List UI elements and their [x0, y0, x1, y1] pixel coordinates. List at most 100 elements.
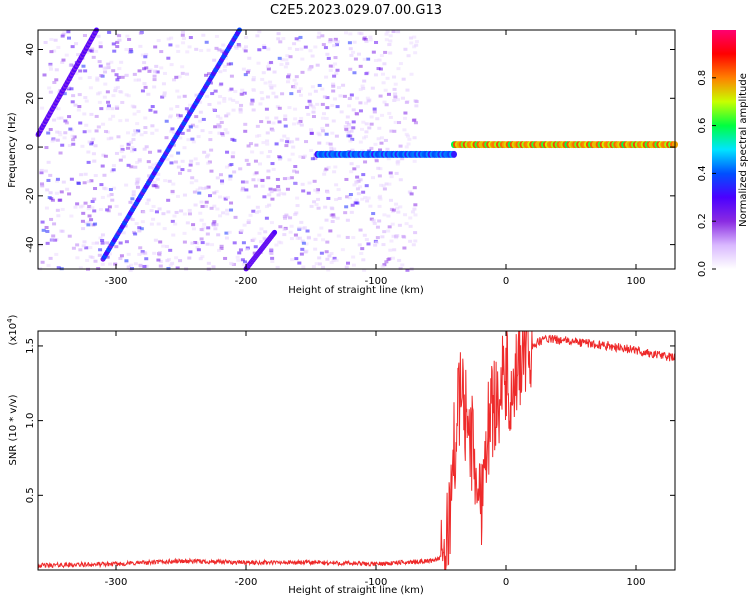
noise-cell [335, 40, 340, 44]
noise-cell [251, 89, 256, 93]
noise-cell [280, 58, 285, 62]
noise-cell [326, 268, 331, 272]
noise-cell [274, 95, 279, 99]
noise-cell [304, 140, 309, 144]
noise-cell [194, 47, 199, 51]
noise-cell [180, 168, 185, 172]
noise-cell [67, 192, 72, 196]
noise-cell [45, 188, 50, 192]
noise-cell [364, 39, 369, 43]
noise-cell [225, 150, 230, 154]
noise-cell [344, 127, 349, 131]
noise-cell [58, 133, 63, 137]
noise-cell [239, 229, 244, 233]
noise-cell [187, 169, 192, 173]
noise-cell [39, 171, 44, 175]
noise-cell [184, 107, 189, 111]
noise-cell [359, 251, 364, 255]
noise-cell [142, 61, 147, 65]
noise-cell [364, 130, 369, 134]
noise-cell [412, 45, 417, 49]
noise-cell [184, 72, 189, 76]
noise-cell [293, 117, 298, 121]
noise-cell [241, 67, 246, 71]
y-tick-label: 20 [25, 92, 36, 105]
noise-cell [300, 239, 305, 243]
noise-cell [176, 165, 181, 169]
noise-cell [93, 187, 98, 191]
noise-cell [52, 138, 57, 142]
noise-cell [218, 116, 223, 120]
noise-cell [162, 93, 167, 97]
noise-cell [43, 40, 48, 44]
noise-cell [310, 85, 315, 89]
noise-cell [163, 179, 168, 183]
noise-cell [92, 209, 97, 213]
noise-cell [223, 56, 228, 60]
noise-cell [115, 85, 120, 89]
noise-cell [218, 214, 223, 218]
noise-cell [352, 71, 357, 75]
noise-cell [260, 77, 265, 81]
noise-cell [133, 165, 138, 169]
noise-cell [381, 243, 386, 247]
noise-cell [276, 185, 281, 189]
noise-cell [89, 179, 94, 183]
noise-cell [286, 80, 291, 84]
noise-cell [152, 166, 157, 170]
noise-cell [154, 128, 159, 132]
noise-cell [154, 64, 159, 68]
noise-cell [225, 212, 230, 216]
noise-cell [242, 223, 247, 227]
noise-cell [115, 40, 120, 44]
noise-cell [267, 203, 272, 207]
noise-cell [259, 240, 264, 244]
noise-cell [283, 117, 288, 121]
noise-cell [100, 241, 105, 245]
noise-cell [257, 178, 262, 182]
noise-cell [233, 215, 238, 219]
noise-cell [67, 85, 72, 89]
noise-cell [362, 268, 367, 272]
noise-cell [259, 151, 264, 155]
noise-cell [175, 44, 180, 48]
noise-cell [129, 263, 134, 267]
noise-cell [343, 31, 348, 35]
noise-cell [83, 201, 88, 205]
noise-cell [272, 188, 277, 192]
noise-cell [172, 214, 177, 218]
noise-cell [397, 258, 402, 262]
noise-cell [186, 138, 191, 142]
noise-cell [401, 234, 406, 238]
noise-cell [253, 184, 258, 188]
noise-cell [43, 169, 48, 173]
noise-cell [275, 177, 280, 181]
noise-cell [269, 86, 274, 90]
noise-cell [93, 222, 98, 226]
noise-cell [413, 239, 418, 243]
noise-cell [412, 207, 417, 211]
noise-cell [174, 210, 179, 214]
noise-cell [344, 205, 349, 209]
noise-cell [385, 147, 390, 151]
noise-cell [346, 134, 351, 138]
noise-cell [292, 85, 297, 89]
noise-cell [390, 256, 395, 260]
noise-cell [320, 102, 325, 106]
noise-cell [124, 118, 129, 122]
noise-cell [79, 173, 84, 177]
noise-cell [81, 244, 86, 248]
noise-cell [413, 231, 418, 235]
noise-cell [189, 159, 194, 163]
noise-cell [85, 51, 90, 55]
noise-cell [71, 138, 76, 142]
noise-cell [133, 78, 138, 82]
noise-cell [269, 190, 274, 194]
noise-cell [51, 234, 56, 238]
noise-cell [330, 220, 335, 224]
noise-cell [355, 187, 360, 191]
noise-cell [208, 81, 213, 85]
noise-cell [305, 229, 310, 233]
noise-cell [410, 210, 415, 214]
noise-cell [255, 34, 260, 38]
